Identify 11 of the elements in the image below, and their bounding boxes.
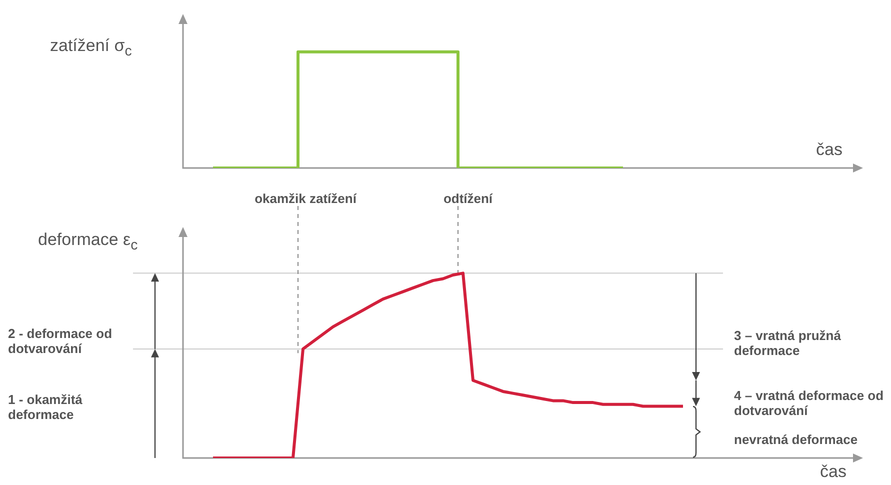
annotation: 4 – vratná deformace od dotvarování <box>734 388 884 418</box>
text: okamžik zatížení <box>254 191 358 206</box>
y-axis-title: zatížení σ$_{c}$ <box>50 36 132 60</box>
text: 2 - deformace od dotvarování <box>8 326 114 356</box>
x-axis-title: čas <box>820 462 846 482</box>
annotation: 3 – vratná pružná deformace <box>734 328 842 358</box>
annotation: nevratná deformace <box>734 432 859 447</box>
text: odtížení <box>442 191 494 206</box>
text: 1 - okamžitá deformace <box>8 392 84 422</box>
y-axis-title: deformace ε$_{c}$ <box>38 230 138 254</box>
x-axis-title: čas <box>816 140 842 160</box>
